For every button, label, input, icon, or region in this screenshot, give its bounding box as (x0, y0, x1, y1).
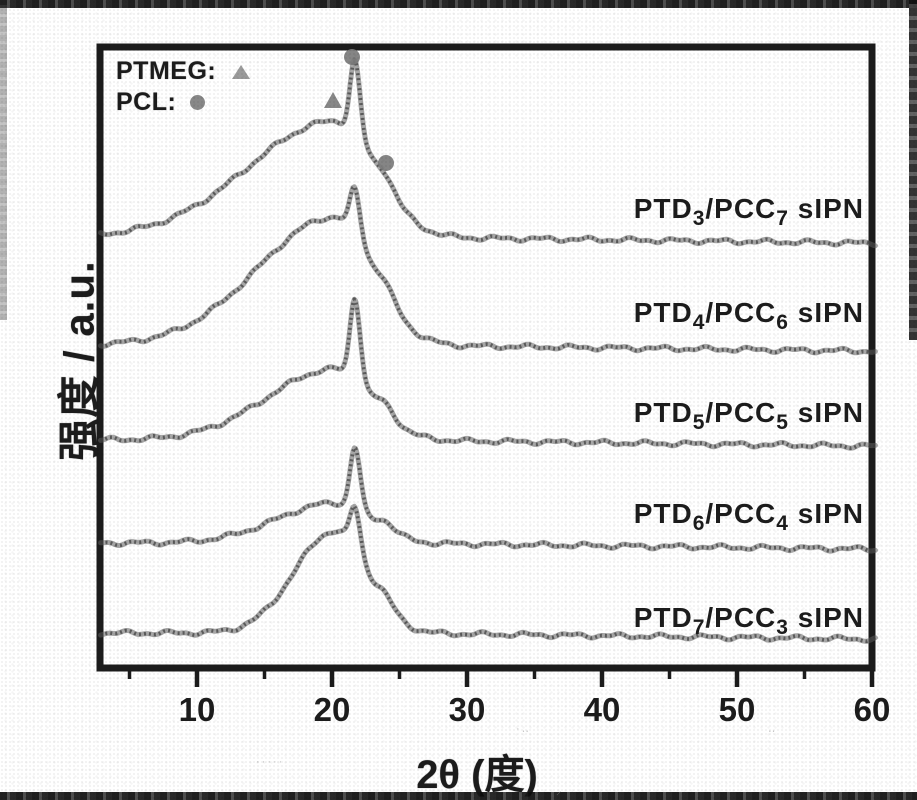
peak-marker-circle-pcl (344, 49, 360, 65)
x-tick-label: 20 (314, 691, 351, 728)
series-label-part: 6 (776, 311, 789, 334)
scan-smudge: ‥ (768, 723, 778, 735)
series-label-PTD5/PCC5 sIPN: PTD5/PCC5 sIPN (634, 397, 864, 434)
x-axis-title: 2θ (度) (416, 753, 538, 797)
series-label-part: /PCC (705, 193, 776, 224)
curve-dots-PTD7/PCC3 sIPN (100, 504, 877, 644)
series-label-part: sIPN (789, 602, 864, 633)
series-label-part: 3 (693, 207, 706, 230)
x-tick-label: 50 (719, 691, 756, 728)
series-label-part: 7 (776, 207, 789, 230)
series-label-part: 5 (693, 411, 706, 434)
series-label-part: PTD (634, 297, 693, 328)
series-label-part: 4 (776, 512, 789, 535)
triangle-marker-icon (232, 64, 251, 79)
scan-edge-bottom (0, 792, 917, 800)
series-label-part: PTD (634, 602, 693, 633)
series-label-part: PTD (634, 193, 693, 224)
series-label-part: sIPN (789, 397, 864, 428)
legend-item-ptmeg: PTMEG: (116, 56, 251, 87)
series-label-part: 5 (776, 411, 789, 434)
legend: PTMEG: PCL: (116, 56, 251, 118)
plot-border (96, 43, 876, 672)
curve-dots-PTD5/PCC5 sIPN (100, 297, 876, 450)
series-label-part: sIPN (789, 297, 864, 328)
series-label-PTD3/PCC7 sIPN: PTD3/PCC7 sIPN (634, 193, 864, 230)
curve-dots-PTD4/PCC6 sIPN (99, 184, 876, 355)
scan-smudge: ·‥ (516, 723, 532, 735)
series-label-part: PTD (634, 397, 693, 428)
series-label-part: 4 (693, 311, 706, 334)
series-label-part: 3 (776, 616, 789, 639)
series-label-PTD7/PCC3 sIPN: PTD7/PCC3 sIPN (634, 602, 864, 639)
curve-dots-PTD6/PCC4 sIPN (100, 446, 876, 553)
x-tick-label: 10 (179, 691, 216, 728)
series-label-PTD6/PCC4 sIPN: PTD6/PCC4 sIPN (634, 498, 864, 535)
series-label-part: 7 (693, 616, 706, 639)
series-label-part: /PCC (705, 602, 776, 633)
scan-edge-left (0, 0, 7, 320)
x-tick-label: 40 (584, 691, 621, 728)
legend-label-pcl: PCL: (116, 88, 177, 116)
x-tick-label: 60 (854, 691, 891, 728)
scan-edge-top (0, 0, 917, 8)
series-label-part: /PCC (705, 498, 776, 529)
scan-smudge: ····· (256, 756, 285, 768)
legend-label-ptmeg: PTMEG: (116, 57, 217, 85)
peak-marker-circle-pcl (378, 155, 394, 171)
legend-item-pcl: PCL: (116, 87, 250, 118)
x-tick-label: 30 (449, 691, 486, 728)
series-label-part: sIPN (789, 193, 864, 224)
peak-marker-triangle-ptmeg (324, 92, 342, 108)
series-label-part: PTD (634, 498, 693, 529)
series-label-part: /PCC (705, 297, 776, 328)
series-label-part: 6 (693, 512, 706, 535)
scan-edge-right (909, 0, 917, 340)
series-label-PTD4/PCC6 sIPN: PTD4/PCC6 sIPN (634, 297, 864, 334)
series-label-part: /PCC (705, 397, 776, 428)
series-label-part: sIPN (789, 498, 864, 529)
curve-dots-PTD3/PCC7 sIPN (99, 57, 876, 248)
circle-marker-icon (190, 95, 206, 110)
scan-smudge: ⸍ (556, 790, 564, 800)
y-axis-title: 强度 / a.u. (55, 260, 103, 461)
